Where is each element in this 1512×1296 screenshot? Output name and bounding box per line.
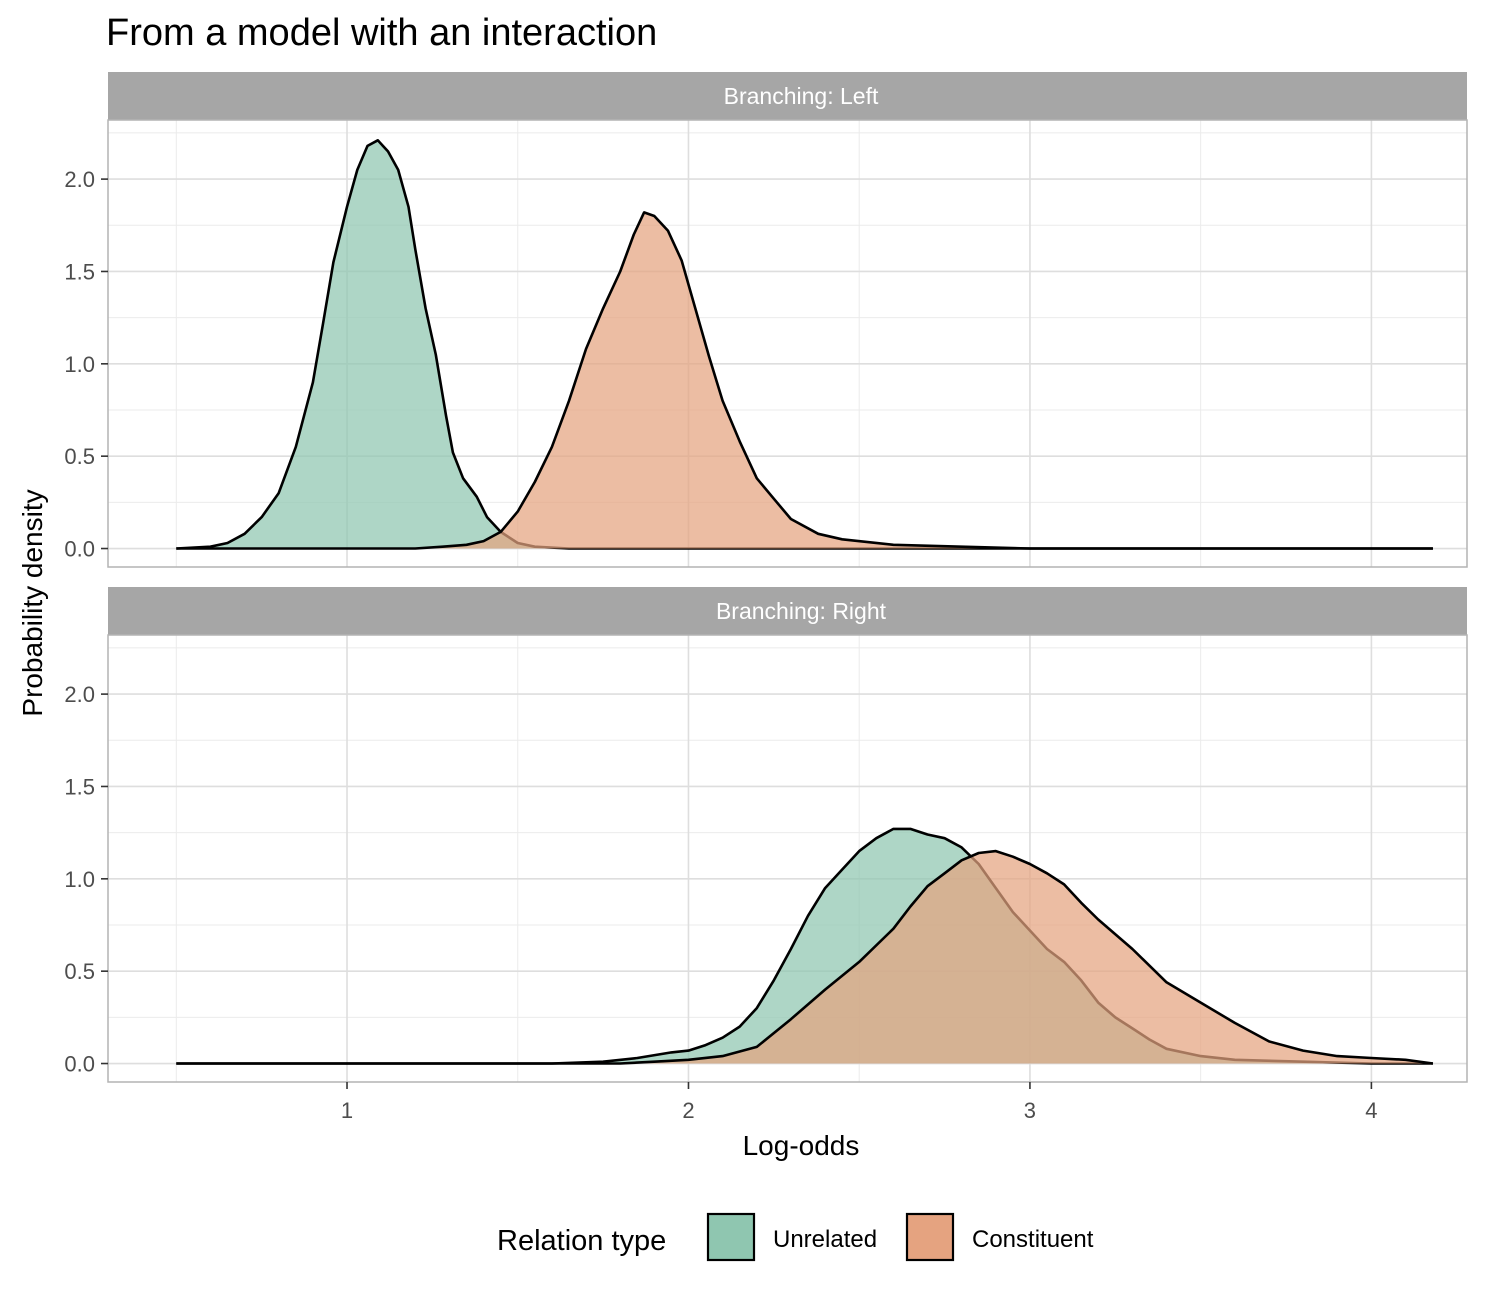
legend: Relation type Unrelated Constituent xyxy=(497,1212,1094,1262)
y-axis-title: Probability density xyxy=(17,489,48,716)
legend-title: Relation type xyxy=(497,1225,666,1257)
panel-right: Branching: Right 0.0 0.5 1.0 1.5 2.0 xyxy=(64,587,1468,1083)
panel-left-border xyxy=(107,119,1468,568)
density-line-constituent xyxy=(176,849,1434,1065)
areas-right xyxy=(176,827,1434,1065)
y-ticks-right: 0.0 0.5 1.0 1.5 2.0 xyxy=(64,682,108,1077)
y-tick-label: 2.0 xyxy=(64,167,95,192)
chart-title: From a model with an interaction xyxy=(106,12,657,54)
y-tick-label: 0.5 xyxy=(64,959,95,984)
x-ticks: 1 2 3 4 xyxy=(341,1082,1378,1123)
legend-label-constituent: Constituent xyxy=(972,1226,1094,1253)
density-line-constituent xyxy=(176,211,1433,550)
y-tick-label: 0.0 xyxy=(64,1052,95,1077)
density-area-unrelated xyxy=(176,140,1433,549)
density-area-unrelated xyxy=(176,828,1433,1064)
y-tick-label: 1.0 xyxy=(64,867,95,892)
x-tick-label: 1 xyxy=(341,1098,353,1123)
x-tick-label: 2 xyxy=(682,1098,694,1123)
legend-key-unrelated xyxy=(706,1212,756,1262)
legend-key-constituent xyxy=(905,1212,955,1262)
strip-left xyxy=(108,72,1467,120)
density-line-unrelated xyxy=(176,139,1433,550)
y-tick-label: 1.5 xyxy=(64,259,95,284)
x-tick-label: 3 xyxy=(1024,1098,1036,1123)
panel-left: Branching: Left 0.0 0.5 1.0 1.5 2.0 xyxy=(64,72,1468,568)
panel-right-border xyxy=(107,634,1468,1083)
x-tick-label: 4 xyxy=(1365,1098,1377,1123)
y-tick-label: 1.5 xyxy=(64,774,95,799)
areas-left xyxy=(176,139,1433,550)
y-tick-label: 2.0 xyxy=(64,682,95,707)
y-tick-label: 0.0 xyxy=(64,537,95,562)
density-area-constituent xyxy=(176,851,1433,1064)
strip-right-label: Branching: Right xyxy=(716,598,887,624)
x-axis-title: Log-odds xyxy=(743,1130,860,1161)
y-tick-label: 1.0 xyxy=(64,352,95,377)
strip-right xyxy=(108,587,1467,635)
y-ticks-left: 0.0 0.5 1.0 1.5 2.0 xyxy=(64,167,108,562)
y-tick-label: 0.5 xyxy=(64,444,95,469)
legend-label-unrelated: Unrelated xyxy=(773,1226,877,1253)
strip-left-label: Branching: Left xyxy=(724,83,879,109)
